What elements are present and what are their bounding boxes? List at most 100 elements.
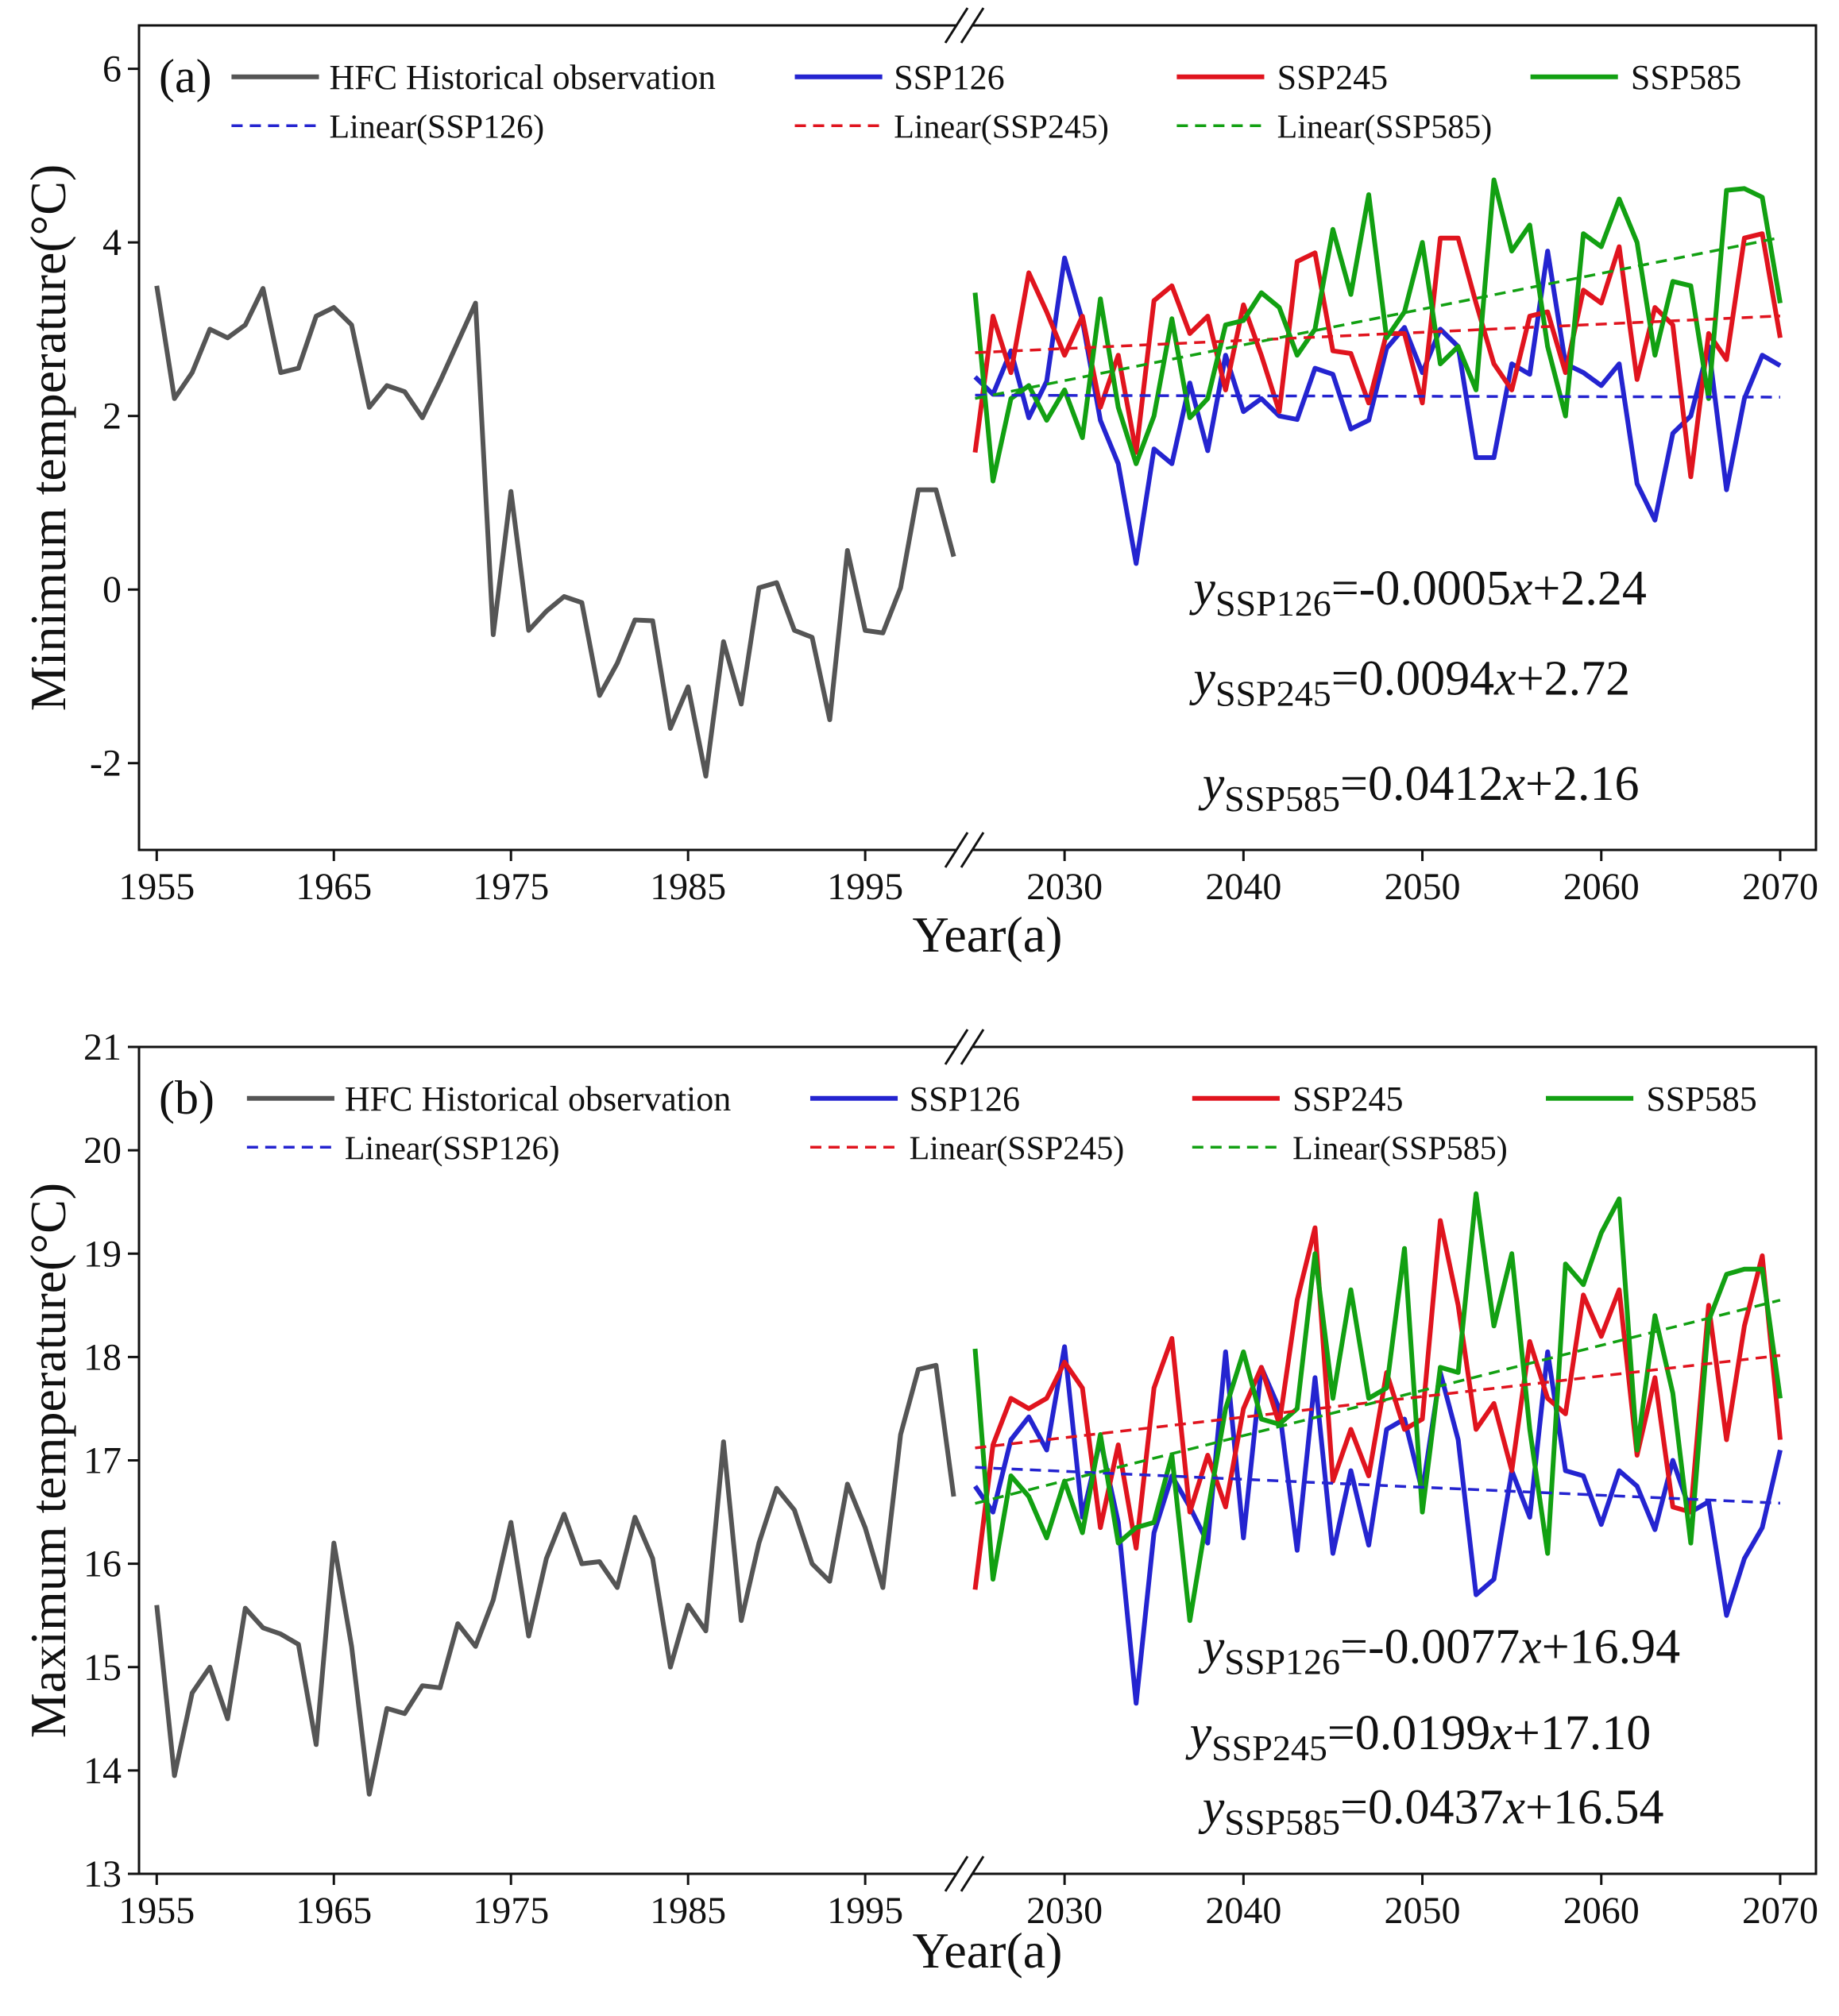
equation-part: +16.94 <box>1542 1620 1680 1674</box>
equation-part: y <box>1188 562 1215 616</box>
x-tick-label: 1965 <box>296 866 372 908</box>
legend-label: HFC Historical observation <box>329 58 715 97</box>
legend-label: SSP585 <box>1646 1079 1756 1118</box>
legend-label: Linear(SSP126) <box>329 109 544 145</box>
equation-part: =-0.0005 <box>1331 562 1511 616</box>
trend-line <box>975 315 1781 354</box>
equation-part: SSP585 <box>1224 778 1340 819</box>
legend-label: HFC Historical observation <box>345 1079 731 1118</box>
equation: ySSP126=-0.0077x+16.94 <box>1198 1620 1680 1682</box>
trend-line <box>975 393 1780 399</box>
x-axis-title: Year(a) <box>913 1922 1063 1979</box>
legend-label: SSP126 <box>894 58 1004 97</box>
x-tick-label: 1985 <box>650 1890 726 1932</box>
equation: ySSP245=0.0094x+2.72 <box>1188 651 1630 713</box>
series-line <box>154 285 956 779</box>
y-tick-label: 14 <box>83 1750 122 1792</box>
panel-label: (b) <box>159 1072 214 1124</box>
x-tick-label: 2060 <box>1563 1890 1640 1932</box>
panel-label: (a) <box>159 50 212 102</box>
equation-part: =0.0437 <box>1340 1781 1503 1835</box>
equation-part: =-0.0077 <box>1340 1620 1520 1674</box>
legend-label: SSP126 <box>910 1079 1020 1118</box>
legend-label: SSP245 <box>1292 1079 1403 1118</box>
series-line <box>972 177 1783 484</box>
y-tick-label: 15 <box>83 1647 122 1689</box>
axis-break-mark <box>960 832 985 868</box>
equation-part: SSP585 <box>1224 1802 1340 1843</box>
y-tick-label: 13 <box>83 1853 122 1895</box>
legend-label: Linear(SSP585) <box>1277 109 1493 145</box>
trend-line <box>975 1354 1781 1450</box>
x-tick-label: 2030 <box>1026 1890 1103 1932</box>
axis-break-mark <box>944 832 969 868</box>
x-tick-label: 2030 <box>1026 866 1103 908</box>
equation-part: x <box>1503 1781 1526 1835</box>
equation-part: +2.24 <box>1532 562 1646 616</box>
y-axis-title: Minimum temperature(°C) <box>20 164 76 712</box>
series-line <box>972 1218 1783 1590</box>
trend-line <box>975 1466 1781 1505</box>
x-tick-label: 1955 <box>118 866 195 908</box>
series-line <box>973 249 1782 566</box>
y-tick-label: 2 <box>102 396 122 438</box>
axis-break-mark <box>944 1029 969 1065</box>
y-tick-label: 6 <box>102 48 122 91</box>
x-tick-label: 1975 <box>473 866 549 908</box>
axis-break-gap <box>956 22 972 29</box>
y-tick-label: 16 <box>83 1543 122 1585</box>
x-tick-label: 2040 <box>1205 1890 1281 1932</box>
series-line <box>154 1362 956 1797</box>
axis-break-mark <box>944 7 969 44</box>
equation-part: SSP245 <box>1211 1728 1327 1768</box>
equation-part: x <box>1519 1620 1542 1674</box>
equation-part: SSP126 <box>1215 583 1331 624</box>
x-axis-title: Year(a) <box>913 906 1063 963</box>
equation: ySSP126=-0.0005x+2.24 <box>1188 562 1646 624</box>
equation-part: +16.54 <box>1525 1781 1663 1835</box>
equation-part: y <box>1185 1706 1212 1760</box>
trend-line <box>975 236 1781 400</box>
equation-part: y <box>1198 1620 1225 1674</box>
axis-break-mark <box>960 1856 985 1892</box>
equation-part: SSP126 <box>1224 1641 1340 1682</box>
x-tick-label: 1995 <box>827 1890 903 1932</box>
legend-label: Linear(SSP245) <box>894 109 1109 145</box>
equation: ySSP245=0.0199x+17.10 <box>1185 1706 1652 1768</box>
equation-part: x <box>1510 562 1533 616</box>
x-tick-label: 2060 <box>1563 866 1640 908</box>
x-tick-label: 1955 <box>118 1890 195 1932</box>
legend-label: Linear(SSP126) <box>345 1130 560 1167</box>
legend-label: SSP245 <box>1277 58 1388 97</box>
equation-part: x <box>1503 757 1526 811</box>
legend-label: Linear(SSP585) <box>1292 1130 1508 1167</box>
equation-part: =0.0094 <box>1331 651 1494 705</box>
x-tick-label: 1965 <box>296 1890 372 1932</box>
axis-break-mark <box>960 7 985 44</box>
axis-break-gap <box>956 1044 972 1050</box>
plot-frame <box>137 24 1818 852</box>
axis-break-gap <box>956 1871 972 1877</box>
y-tick-label: -2 <box>90 743 122 785</box>
equation-part: +2.72 <box>1516 651 1630 705</box>
equation-part: +17.10 <box>1513 1706 1651 1760</box>
equation-part: y <box>1188 651 1215 705</box>
y-axis-title: Maximum temperature(°C) <box>20 1183 76 1738</box>
trend-line <box>975 1299 1781 1505</box>
x-tick-label: 2050 <box>1385 1890 1461 1932</box>
y-tick-label: 21 <box>83 1026 122 1068</box>
equation-part: y <box>1198 757 1225 811</box>
series-line <box>972 1191 1783 1624</box>
x-tick-label: 2040 <box>1205 866 1281 908</box>
equation-part: x <box>1489 1706 1513 1760</box>
y-tick-label: 20 <box>83 1130 122 1172</box>
y-tick-label: 19 <box>83 1233 122 1275</box>
equation-part: =0.0412 <box>1340 757 1503 811</box>
equation: ySSP585=0.0437x+16.54 <box>1198 1781 1664 1843</box>
equation-part: x <box>1493 651 1516 705</box>
y-tick-label: 4 <box>102 222 122 264</box>
axis-break-gap <box>956 847 972 853</box>
axis-break-mark <box>944 1856 969 1892</box>
equation-part: y <box>1198 1781 1225 1835</box>
